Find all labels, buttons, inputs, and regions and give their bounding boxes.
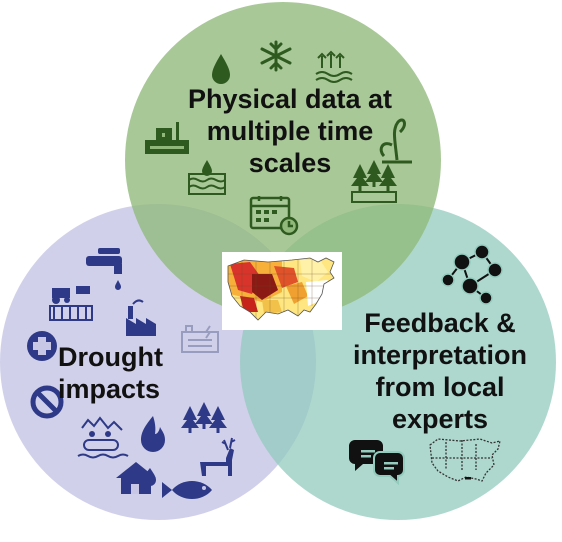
drought-label-line-1: Drought [58, 342, 163, 372]
house-fire-icon [116, 462, 156, 494]
snowflake-icon [260, 40, 292, 72]
us-map-marker [465, 477, 471, 480]
chat-bubbles-icon [349, 440, 405, 486]
medical-cross-icon [27, 331, 57, 361]
fire-icon [141, 416, 165, 452]
stream-gauge-icon [145, 122, 189, 154]
circle-physical-data [125, 2, 441, 318]
water-drop-icon [212, 54, 230, 84]
power-plant-icon [181, 325, 219, 353]
drought-impacts-label: Drought impacts [58, 342, 208, 406]
physical-label-line-1: Physical data at [187, 84, 393, 114]
calendar-icon [249, 196, 299, 236]
physical-label-line-2: multiple time [206, 115, 374, 146]
feedback-label-line-2: interpretation [352, 339, 527, 370]
evaporation-icon [315, 50, 353, 83]
farm-icon [49, 286, 93, 321]
feedback-label-line-1: Feedback & [364, 308, 516, 338]
drought-label-line-2: impacts [58, 373, 161, 404]
rafting-icon [77, 416, 129, 459]
plant-wilting-icon [379, 118, 412, 164]
soil-moisture-icon [188, 160, 226, 195]
deer-icon [200, 437, 236, 476]
factory-icon [126, 299, 156, 336]
feedback-label-line-4: experts [391, 403, 489, 434]
no-symbol-icon [30, 385, 64, 419]
feedback-label: Feedback & interpretation from local exp… [330, 308, 550, 435]
network-people-icon [441, 244, 503, 305]
fish-icon [162, 481, 212, 499]
feedback-label-line-3: from local [375, 371, 505, 402]
physical-data-label: Physical data at multiple time scales [150, 84, 430, 180]
physical-label-line-3: scales [248, 147, 332, 178]
faucet-icon [86, 248, 122, 290]
forest-icon [351, 160, 397, 203]
drought-monitor-map [222, 252, 342, 330]
us-map-outline-icon [429, 438, 501, 482]
